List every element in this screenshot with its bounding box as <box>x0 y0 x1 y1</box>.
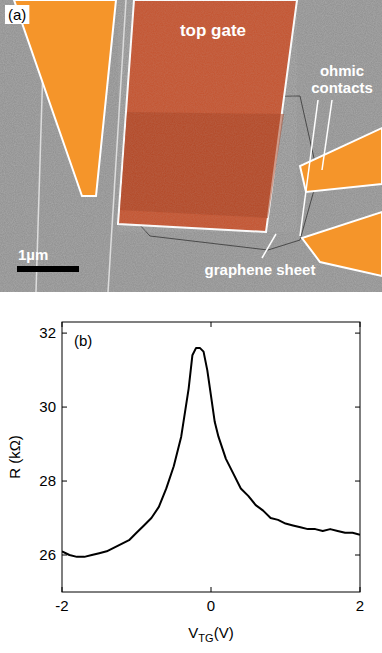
plot-area <box>62 348 360 557</box>
y-tick <box>62 407 67 408</box>
panel-label: (b) <box>74 332 92 349</box>
y-axis-title: R (kΩ) <box>6 435 23 479</box>
x-title-main: V <box>188 624 198 641</box>
x-title-sub: TG <box>198 632 213 644</box>
graphene-label: graphene sheet <box>205 261 316 278</box>
x-tick <box>360 322 361 327</box>
y-tick-label: 32 <box>39 324 56 341</box>
x-axis-title: VTG(V) <box>188 624 233 644</box>
gate-overlap <box>120 112 284 218</box>
y-tick <box>62 555 67 556</box>
panel-label: (a) <box>8 6 26 23</box>
x-tick <box>62 322 63 327</box>
y-tick <box>62 333 67 334</box>
leader <box>322 100 332 170</box>
y-tick <box>355 407 360 408</box>
plot-frame <box>62 322 360 592</box>
top-gate <box>118 0 297 232</box>
y-tick <box>355 481 360 482</box>
x-tick <box>360 587 361 592</box>
ohmic-label: ohmiccontacts <box>311 62 373 96</box>
x-tick-label: 0 <box>207 597 215 614</box>
y-tick <box>355 555 360 556</box>
figure: (a) top gate ohmiccontacts graphene sheet 1µ… <box>0 0 382 653</box>
substrate <box>0 0 382 292</box>
x-tick <box>211 322 212 327</box>
y-tick <box>355 333 360 334</box>
ohmic-line: contacts <box>311 79 373 96</box>
y-tick-label: 30 <box>39 398 56 415</box>
scale-bar <box>17 266 79 272</box>
leader <box>300 100 318 236</box>
top-gate-label: top gate <box>180 21 246 40</box>
resistance-line <box>62 348 360 557</box>
texture <box>0 0 382 292</box>
label-bg <box>5 5 29 24</box>
gate-texture <box>118 0 297 232</box>
y-tick-label: 28 <box>39 472 56 489</box>
x-tick-label: -2 <box>55 597 68 614</box>
y-tick-label: 26 <box>39 546 56 563</box>
ohmic-line: ohmic <box>320 62 364 79</box>
contact <box>14 0 116 196</box>
x-title-unit: (V) <box>214 624 234 641</box>
micrograph <box>0 0 382 292</box>
scale-label: 1µm <box>18 246 48 263</box>
x-tick <box>211 587 212 592</box>
x-tick-label: 2 <box>356 597 364 614</box>
x-tick <box>62 587 63 592</box>
leader <box>262 234 276 258</box>
y-tick <box>62 481 67 482</box>
